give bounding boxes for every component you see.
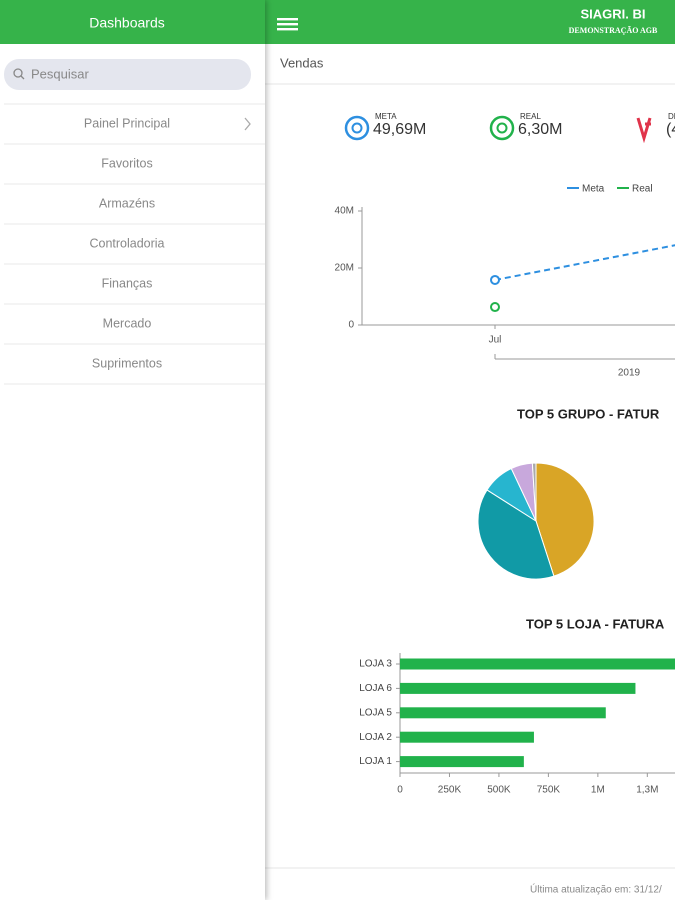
bar — [400, 731, 534, 743]
legend-label: Meta — [582, 184, 605, 195]
x-tick-label: 1M — [591, 785, 605, 796]
bar — [400, 658, 675, 670]
kpi-icon — [489, 115, 515, 141]
menu-item[interactable]: Suprimentos — [92, 356, 162, 370]
menu-button[interactable] — [277, 18, 298, 31]
y-tick-label: LOJA 5 — [359, 707, 392, 718]
x-tick-label: 500K — [487, 785, 511, 796]
kpi-value: 6,30M — [518, 121, 562, 138]
kpi-label: META — [375, 112, 397, 121]
bar — [400, 756, 524, 768]
search-box[interactable] — [4, 59, 251, 90]
sidebar: Dashboards Pesquisar Painel Principal Fav… — [0, 0, 265, 900]
bar — [400, 682, 636, 694]
y-tick-label: LOJA 6 — [359, 683, 392, 694]
kpi-icon — [351, 122, 363, 134]
x-tick-label: 750K — [537, 785, 561, 796]
search-icon — [20, 75, 25, 80]
kpi-label: REAL — [520, 112, 541, 121]
kpi-value: 49,69M — [373, 121, 426, 138]
sidebar-title: Dashboards — [89, 15, 165, 31]
menu-item[interactable]: Painel Principal — [84, 116, 170, 130]
y-tick-label: 20M — [335, 263, 354, 274]
menu-item[interactable]: Favoritos — [101, 156, 152, 170]
kpi-icon — [496, 122, 508, 134]
sidebar-bg — [0, 0, 265, 900]
y-tick-label: LOJA 2 — [359, 732, 392, 743]
footer: Última atualização em: 31/12/ — [530, 883, 662, 896]
brand: SIAGRI. BI — [580, 6, 645, 21]
menu-item[interactable]: Armazéns — [99, 196, 155, 210]
x-tick-label: 1,3M — [636, 785, 658, 796]
chevron — [244, 117, 251, 131]
y-tick-label: 0 — [348, 320, 354, 331]
top-bar — [265, 0, 675, 44]
y-tick-label: 40M — [335, 206, 354, 217]
x-tick-label: 0 — [397, 785, 403, 796]
kpi-icon — [344, 115, 370, 141]
search-placeholder: Pesquisar — [31, 66, 89, 81]
main-panel: SIAGRI. BI DEMONSTRAÇÃO AGB Vendas Últim… — [265, 0, 675, 896]
x-tick-label: Jul — [489, 335, 502, 346]
kpi-label: DE — [668, 112, 675, 121]
x-tick-label: 250K — [438, 785, 462, 796]
pie-slice — [535, 462, 595, 577]
series-line — [494, 244, 675, 281]
sidebar-header — [0, 0, 265, 44]
pie-slice — [477, 489, 555, 580]
search-icon — [13, 68, 23, 78]
menu-item[interactable]: Controladoria — [89, 236, 164, 250]
menu-item[interactable]: Finanças — [102, 276, 153, 290]
legend-label: Real — [632, 184, 653, 195]
data-point — [490, 274, 500, 285]
kpi-icon — [636, 117, 652, 144]
kpi-value: (4 — [666, 121, 675, 138]
y-tick-label: LOJA 3 — [359, 659, 392, 670]
menu-item[interactable]: Mercado — [103, 316, 152, 330]
pie-slice — [531, 462, 537, 522]
chart-title: TOP 5 GRUPO - FATUR — [517, 406, 660, 421]
chart-title: TOP 5 LOJA - FATURA — [526, 616, 665, 631]
data-point — [490, 302, 500, 313]
bar — [400, 707, 606, 719]
group-label: 2019 — [618, 368, 641, 379]
page-title: Vendas — [280, 55, 324, 70]
brand-subtitle: DEMONSTRAÇÃO AGB — [569, 26, 658, 35]
y-tick-label: LOJA 1 — [359, 756, 392, 767]
